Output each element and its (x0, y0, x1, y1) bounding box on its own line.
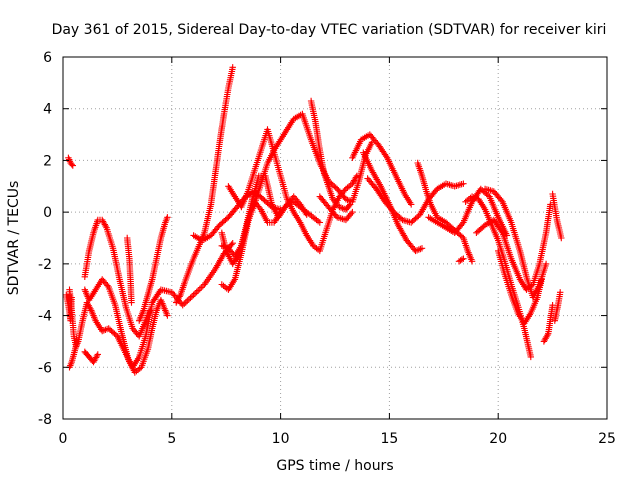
series-markers (455, 255, 467, 265)
series-arc-05 (81, 216, 154, 340)
y-tick-label: -2 (38, 257, 52, 273)
series-arc-04 (66, 338, 81, 371)
series-markers (316, 193, 356, 224)
series-markers (81, 216, 154, 340)
x-tick-label: 0 (59, 431, 68, 447)
chart-title: Day 361 of 2015, Sidereal Day-to-day VTE… (52, 22, 607, 38)
series-arc-09 (136, 214, 171, 324)
x-tick-label: 15 (380, 431, 398, 447)
series-markers (136, 214, 171, 324)
series-markers (549, 190, 565, 242)
y-tick-label: -6 (38, 360, 52, 376)
y-tick-label: 2 (43, 153, 52, 169)
series-arc-16 (307, 97, 354, 213)
axis-ticks (62, 56, 608, 420)
series-arc-27 (540, 302, 556, 345)
series-markers (540, 302, 556, 345)
series-markers (66, 338, 81, 371)
series-markers (81, 348, 101, 366)
y-tick-label: 6 (43, 50, 52, 66)
series-arc-28 (549, 190, 565, 242)
series-arc-22 (425, 185, 511, 239)
series-markers (349, 131, 415, 208)
series-arc-26 (495, 247, 545, 327)
series-arc-18 (349, 131, 415, 208)
y-tick-labels: -8 -6 -4 -2 0 2 4 6 (38, 50, 52, 428)
series-markers (495, 247, 545, 327)
data-points (63, 64, 565, 376)
x-tick-label: 10 (272, 431, 290, 447)
series-markers (551, 289, 564, 324)
y-tick-label: 4 (43, 102, 52, 118)
x-tick-label: 20 (489, 431, 507, 447)
series-arc-03 (65, 154, 76, 169)
series-markers (124, 234, 135, 306)
series-arc-07 (81, 348, 101, 366)
series-arc-02 (66, 240, 236, 371)
y-tick-label: -8 (38, 412, 52, 428)
series-arc-29 (551, 289, 564, 324)
series-markers (66, 240, 236, 371)
x-tick-label: 25 (598, 431, 616, 447)
series-arc-30 (455, 255, 467, 265)
x-axis-label: GPS time / hours (276, 458, 393, 474)
series-arc-17 (316, 193, 356, 224)
series-markers (81, 276, 171, 376)
series-arc-10 (173, 64, 236, 306)
series-arc-06 (81, 276, 171, 376)
y-tick-label: 0 (43, 205, 52, 221)
series-markers (173, 64, 236, 306)
x-tick-labels: 0 5 10 15 20 25 (59, 431, 616, 447)
grid-lines (63, 57, 607, 419)
y-tick-label: -4 (38, 309, 52, 325)
series-arc-08 (124, 234, 135, 306)
plot-frame (62, 56, 608, 420)
x-tick-label: 5 (167, 431, 176, 447)
series-markers (425, 185, 511, 239)
y-axis-label: SDTVAR / TECUs (6, 181, 22, 296)
series-markers (307, 97, 354, 213)
series-markers (65, 154, 76, 169)
